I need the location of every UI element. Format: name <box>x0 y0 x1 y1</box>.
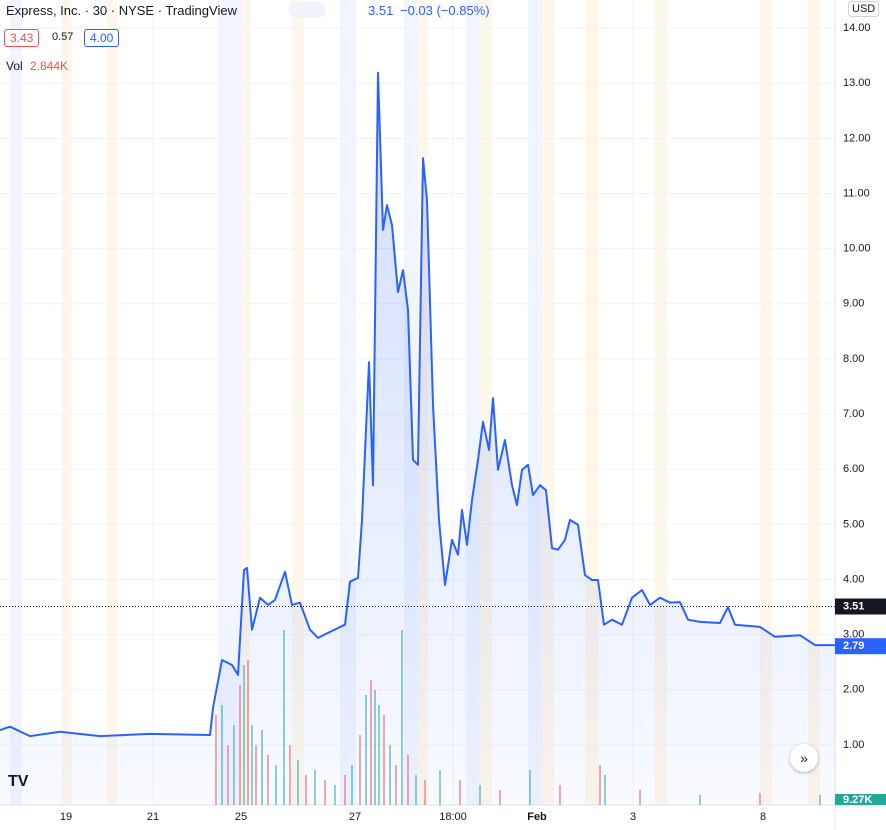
x-tick-label: 3 <box>630 811 636 823</box>
y-tick-label: 14.00 <box>843 22 871 34</box>
price-tag-label: 2.79 <box>843 640 864 652</box>
volume-value: 2.844K <box>30 59 69 73</box>
last-price: 3.51 <box>368 3 394 18</box>
ask-badge[interactable]: 4.00 <box>84 29 120 47</box>
volume-label: Vol <box>6 59 23 73</box>
x-tick-label: 27 <box>349 811 361 823</box>
y-tick-label: 4.00 <box>843 573 864 585</box>
y-tick-label: 3.00 <box>843 629 864 641</box>
y-tick-label: 6.00 <box>843 463 864 475</box>
x-tick-label: 8 <box>760 811 766 823</box>
y-tick-label: 2.00 <box>843 684 864 696</box>
y-tick-label: 10.00 <box>843 243 871 255</box>
y-tick-label: 1.00 <box>843 739 864 751</box>
y-tick-label: 13.00 <box>843 77 871 89</box>
status-pill <box>288 2 326 18</box>
y-tick-label: 8.00 <box>843 353 864 365</box>
bid-badge[interactable]: 3.43 <box>4 29 40 47</box>
price-change: −0.03 (−0.85%) <box>400 3 490 18</box>
price-tag <box>835 638 886 655</box>
currency-button[interactable]: USD <box>848 1 880 17</box>
y-tick-label: 5.00 <box>843 518 864 530</box>
y-tick-label: 7.00 <box>843 408 864 420</box>
x-tick-label: 21 <box>147 811 159 823</box>
price-tag-label: 3.51 <box>843 600 864 612</box>
y-tick-label: 9.00 <box>843 298 864 310</box>
volume-tag <box>835 794 886 805</box>
price-area <box>0 72 835 806</box>
x-tick-label: Feb <box>527 811 547 823</box>
volume-tag-label: 9.27K <box>843 794 872 806</box>
logo: TV <box>8 773 29 790</box>
spread: 0.57 <box>52 31 74 43</box>
price-tag <box>835 598 886 615</box>
x-tick-label: 19 <box>60 811 72 823</box>
symbol-title: Express, Inc. · 30 · NYSE · TradingView <box>6 3 237 18</box>
y-tick-label: 11.00 <box>843 187 870 199</box>
price-line <box>0 71 835 738</box>
x-tick-label: 25 <box>235 811 247 823</box>
y-tick-label: 12.00 <box>843 132 871 144</box>
scroll-button[interactable]: » <box>790 744 818 772</box>
x-tick-label: 18:00 <box>439 811 467 823</box>
